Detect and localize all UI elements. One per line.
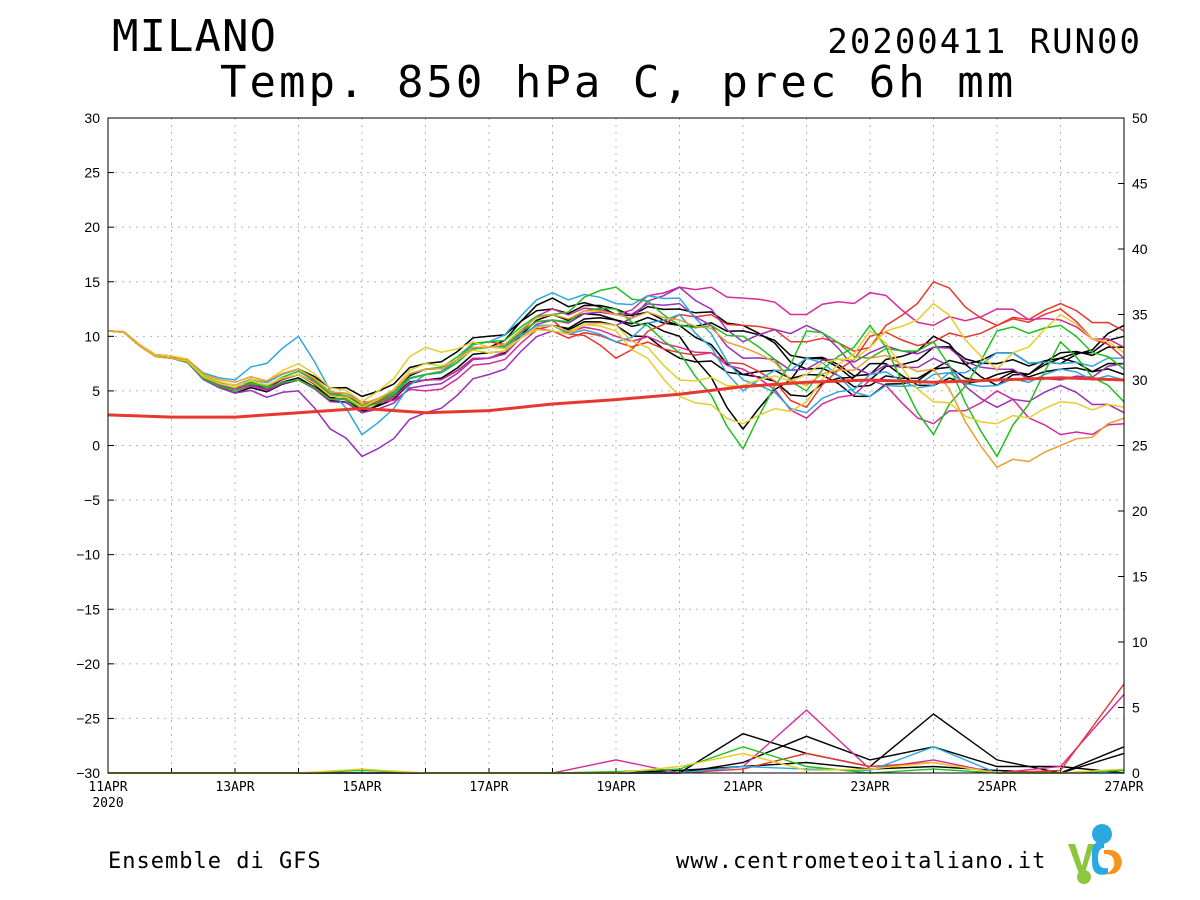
y-tick-label-left: 15	[84, 274, 100, 290]
station-title: MILANO	[112, 11, 277, 62]
y-tick-label-right: 5	[1132, 700, 1140, 716]
ensemble-label: Ensemble di GFS	[108, 849, 322, 874]
x-year-label: 2020	[92, 796, 123, 811]
y-tick-label-left: −15	[76, 601, 100, 617]
y-tick-label-left: −5	[84, 492, 100, 508]
chart-grid	[108, 118, 1124, 773]
y-tick-label-left: 5	[92, 383, 100, 399]
temperature-lines	[107, 280, 1125, 469]
x-tick-label: 15APR	[342, 780, 381, 795]
y-tick-label-left: −25	[76, 710, 100, 726]
y-tick-label-right: 40	[1132, 241, 1148, 257]
chart-subtitle: Temp. 850 hPa C, prec 6h mm	[220, 57, 1017, 108]
x-axis: 11APR 13APR 15APR 17APR 19APR 21APR 23APR 25APR…	[88, 768, 1144, 811]
x-tick-label: 19APR	[596, 780, 635, 795]
plot-frame	[107, 117, 1125, 774]
mean-line-group	[107, 376, 1125, 419]
y-tick-label-left: 0	[92, 438, 100, 454]
y-tick-label-right: 10	[1132, 634, 1148, 650]
temperature-series-line	[107, 323, 1125, 425]
x-tick-label: 17APR	[469, 780, 508, 795]
y-tick-label-right: 30	[1132, 372, 1148, 388]
y-tick-label-left: −20	[76, 656, 100, 672]
y-tick-label-left: 10	[84, 328, 100, 344]
y-tick-label-left: −10	[76, 547, 100, 563]
y-axis-left: 30 25 20 15 10 5 0 −5 −10 −15 −20 −25 −30	[76, 110, 114, 781]
temperature-series-line	[107, 310, 1125, 469]
y-tick-label-left: 25	[84, 165, 100, 181]
temperature-series-line	[107, 291, 1125, 436]
x-tick-label: 21APR	[723, 780, 762, 795]
climate-mean-line	[107, 376, 1125, 419]
vmc-logo-icon	[1068, 824, 1122, 884]
y-tick-label-left: 30	[84, 110, 100, 126]
y-tick-label-right: 45	[1132, 176, 1148, 192]
x-tick-label: 25APR	[977, 780, 1016, 795]
x-tick-label: 23APR	[850, 780, 889, 795]
y-tick-label-right: 0	[1132, 765, 1140, 781]
x-tick-label: 27APR	[1104, 780, 1143, 795]
y-tick-label-right: 35	[1132, 307, 1148, 323]
y-tick-label-right: 25	[1132, 438, 1148, 454]
y-tick-label-right: 50	[1132, 110, 1148, 126]
temperature-series-line	[107, 302, 1125, 403]
y-tick-label-left: 20	[84, 219, 100, 235]
website-link[interactable]: www.centrometeoitaliano.it	[676, 849, 1047, 874]
temperature-series-line	[107, 324, 1125, 436]
temperature-series-line	[107, 307, 1125, 458]
x-tick-label: 13APR	[215, 780, 254, 795]
y-tick-label-right: 15	[1132, 569, 1148, 585]
x-tick-label: 11APR	[88, 780, 127, 795]
y-tick-label-left: −30	[76, 765, 100, 781]
precipitation-series-line	[108, 713, 1125, 774]
run-label: 20200411 RUN00	[827, 22, 1142, 62]
y-tick-label-right: 20	[1132, 503, 1148, 519]
